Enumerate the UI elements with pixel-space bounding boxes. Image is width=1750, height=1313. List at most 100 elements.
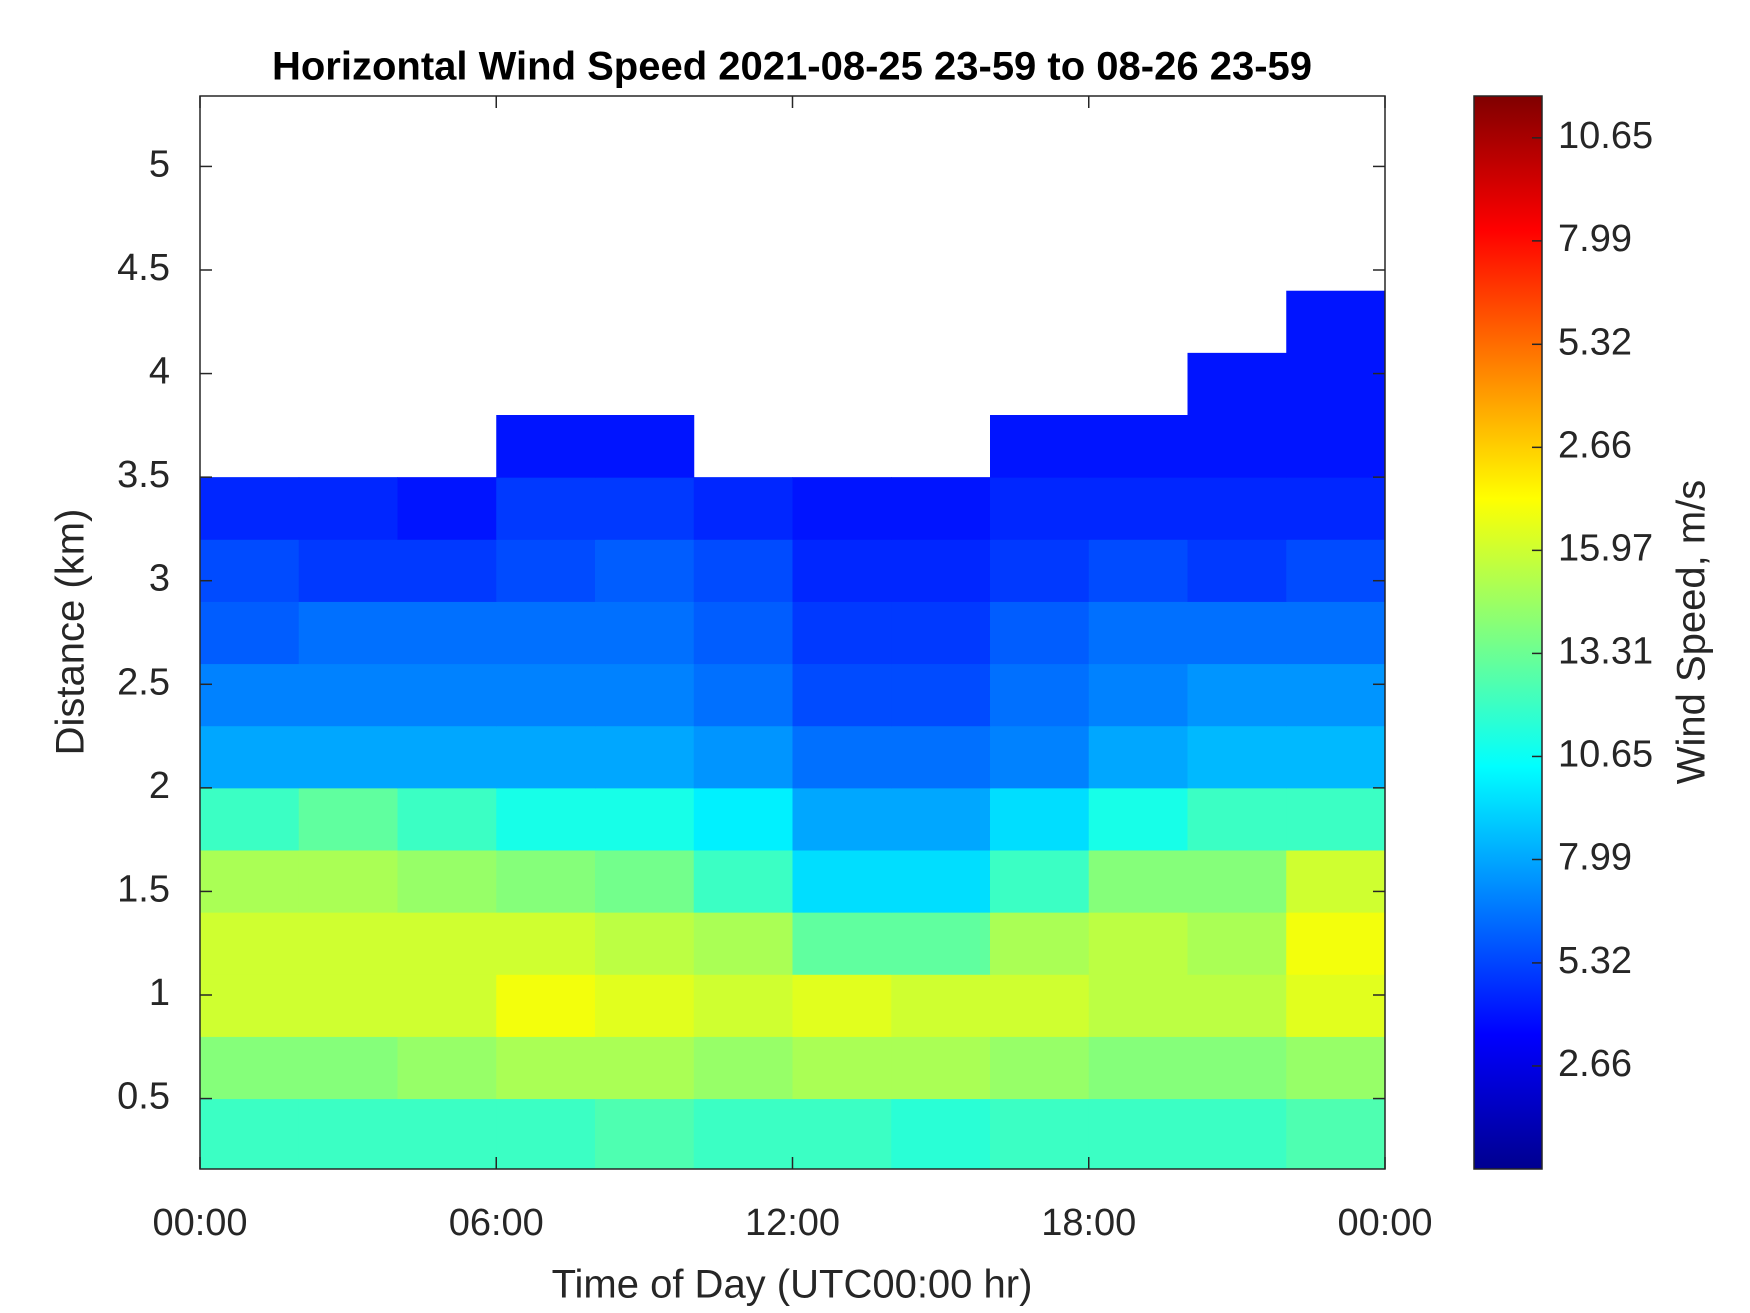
heat-cell <box>1286 352 1386 416</box>
heat-cell <box>496 539 596 602</box>
heat-cell <box>496 477 596 540</box>
heat-cell <box>1088 601 1188 665</box>
heat-cell <box>200 850 300 913</box>
heat-cell <box>1088 725 1188 789</box>
heat-cell <box>792 1036 892 1100</box>
heat-cell <box>298 912 398 975</box>
colorbar-tick-label: 2.66 <box>1558 424 1632 466</box>
heat-cell <box>298 477 398 540</box>
colorbar-tick-label: 7.99 <box>1558 837 1632 879</box>
heat-cell <box>1187 974 1287 1037</box>
heat-cell <box>990 415 1090 478</box>
heat-cell <box>595 974 695 1037</box>
heat-cell <box>496 974 596 1037</box>
heat-cell <box>990 477 1090 540</box>
x-tick-label: 00:00 <box>1337 1202 1432 1244</box>
heat-cell <box>693 663 793 727</box>
heat-cell <box>792 912 892 975</box>
heat-cell <box>496 787 596 851</box>
heat-cell <box>891 1036 991 1100</box>
heat-cell <box>1187 1036 1287 1100</box>
heat-cell <box>298 974 398 1037</box>
heat-cell <box>792 725 892 789</box>
heat-cell <box>1088 850 1188 913</box>
heat-cell <box>891 725 991 789</box>
heat-cell <box>1286 415 1386 478</box>
heat-cell <box>200 1098 300 1170</box>
heatmap <box>200 290 1386 1170</box>
heat-cell <box>298 601 398 665</box>
heat-cell <box>496 415 596 478</box>
heat-cell <box>990 725 1090 789</box>
heat-cell <box>200 601 300 665</box>
x-axis-label: Time of Day (UTC00:00 hr) <box>552 1263 1033 1307</box>
heat-cell <box>693 912 793 975</box>
heat-cell <box>1088 1098 1188 1170</box>
colorbar-tick-label: 2.66 <box>1558 1043 1632 1085</box>
heat-cell <box>693 539 793 602</box>
heat-cell <box>595 725 695 789</box>
heat-cell <box>397 1098 497 1170</box>
heat-cell <box>1187 477 1287 540</box>
colorbar-tick-label: 7.99 <box>1558 218 1632 260</box>
heat-cell <box>397 912 497 975</box>
heat-cell <box>990 912 1090 975</box>
heat-cell <box>298 787 398 851</box>
heat-cell <box>397 1036 497 1100</box>
x-tick-label: 00:00 <box>152 1202 247 1244</box>
y-tick-label: 4 <box>149 351 170 393</box>
heat-cell <box>693 1098 793 1170</box>
y-tick-label: 5 <box>149 143 170 185</box>
heat-cell <box>496 1098 596 1170</box>
heat-cell <box>1286 290 1386 354</box>
heat-cell <box>200 974 300 1037</box>
heat-cell <box>595 1098 695 1170</box>
heat-cell <box>891 912 991 975</box>
heat-cell <box>397 850 497 913</box>
chart-title: Horizontal Wind Speed 2021-08-25 23-59 t… <box>272 45 1312 89</box>
heat-cell <box>1088 477 1188 540</box>
heat-cell <box>595 787 695 851</box>
colorbar-tick-label: 10.65 <box>1558 115 1653 157</box>
heat-cell <box>1088 1036 1188 1100</box>
heat-cell <box>1187 912 1287 975</box>
heat-cell <box>792 1098 892 1170</box>
heat-cell <box>891 1098 991 1170</box>
heat-cell <box>990 1098 1090 1170</box>
heat-cell <box>792 539 892 602</box>
heat-cell <box>693 787 793 851</box>
heat-cell <box>1088 787 1188 851</box>
colorbar-tick-label: 13.31 <box>1558 630 1653 672</box>
heat-cell <box>595 1036 695 1100</box>
heat-cell <box>693 477 793 540</box>
heat-cell <box>1286 1098 1386 1170</box>
heat-cell <box>990 850 1090 913</box>
heat-cell <box>1286 539 1386 602</box>
heat-cell <box>1088 539 1188 602</box>
heat-cell <box>792 850 892 913</box>
y-tick-label: 2 <box>149 765 170 807</box>
colorbar-label: Wind Speed, m/s <box>1670 480 1714 785</box>
heat-cell <box>1187 725 1287 789</box>
heat-cell <box>595 477 695 540</box>
heat-cell <box>397 663 497 727</box>
heat-cell <box>1286 850 1386 913</box>
heat-cell <box>496 601 596 665</box>
heat-cell <box>792 477 892 540</box>
heat-cell <box>891 974 991 1037</box>
heat-cell <box>200 787 300 851</box>
heat-cell <box>1286 663 1386 727</box>
y-tick-label: 1.5 <box>117 868 170 910</box>
heat-cell <box>891 663 991 727</box>
heat-cell <box>496 725 596 789</box>
colorbar-tick-label: 15.97 <box>1558 527 1653 569</box>
heat-cell <box>1286 1036 1386 1100</box>
heat-cell <box>990 787 1090 851</box>
heat-cell <box>1187 663 1287 727</box>
heat-cell <box>397 477 497 540</box>
y-tick-label: 0.5 <box>117 1076 170 1118</box>
heat-cell <box>1286 601 1386 665</box>
heat-cell <box>990 1036 1090 1100</box>
heat-cell <box>693 850 793 913</box>
heat-cell <box>1088 912 1188 975</box>
